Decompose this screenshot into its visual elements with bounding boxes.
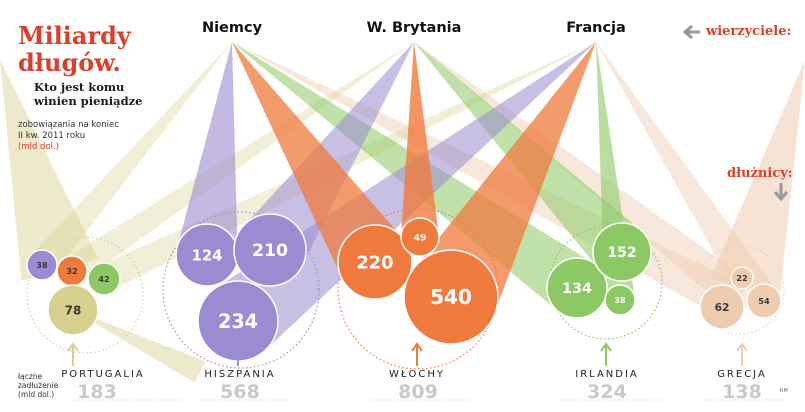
bubble-portugalia-3 bbox=[47, 284, 99, 336]
note-line-2: II kw. 2011 roku bbox=[18, 131, 86, 141]
debtor-arrows bbox=[67, 342, 785, 401]
debtor-total-wlochy: 809 bbox=[398, 381, 438, 403]
bubble-label-irlandia-2: 38 bbox=[614, 296, 626, 305]
debtor-total-irlandia: 324 bbox=[587, 381, 627, 403]
ring-irlandia bbox=[549, 226, 663, 340]
beam-left-portugalia bbox=[0, 60, 99, 281]
bubble-irlandia-2 bbox=[604, 284, 636, 316]
bubble-label-portugalia-0: 38 bbox=[36, 261, 48, 270]
debtor-name-portugalia: PORTUGALIA bbox=[61, 369, 145, 380]
creditor-w-brytania: W. Brytania bbox=[366, 20, 462, 36]
bubble-label-hiszpania-2: 234 bbox=[218, 310, 258, 333]
up-arrow-head-2 bbox=[411, 342, 423, 352]
debtor-total-hiszpania: 568 bbox=[220, 381, 260, 403]
bubble-hiszpania-1 bbox=[233, 213, 307, 287]
bubble-label-włochy-0: 220 bbox=[356, 252, 393, 273]
bubble-label-włochy-2: 540 bbox=[430, 285, 472, 309]
note-line-1: zobowiązania na koniec bbox=[18, 120, 119, 130]
beam-niemcy-wlochy bbox=[232, 42, 407, 283]
bubble-grecja-0 bbox=[730, 266, 754, 290]
total-label: łączne zadłużenie (mld dol.) bbox=[18, 372, 78, 399]
bubble-label-irlandia-1: 152 bbox=[608, 245, 637, 261]
down-arrow-icon-head bbox=[773, 191, 789, 202]
legend-arrows bbox=[682, 24, 789, 202]
up-arrow-head-4 bbox=[736, 342, 748, 352]
bubble-label-irlandia-0: 134 bbox=[562, 281, 592, 297]
legend-creditors: wierzyciele: bbox=[706, 24, 792, 39]
creditor-niemcy: Niemcy bbox=[201, 20, 263, 36]
bubble-portugalia-2 bbox=[87, 262, 121, 296]
note-unit: (mld dol.) bbox=[18, 142, 60, 152]
bubble-włochy-1 bbox=[400, 217, 440, 257]
bubble-włochy-0 bbox=[337, 224, 413, 300]
ring-grecja bbox=[695, 245, 785, 335]
ring-portugalia bbox=[26, 236, 144, 354]
bubble-grecja-2 bbox=[746, 283, 782, 319]
up-arrow-head-3 bbox=[600, 342, 612, 352]
bubble-label-włochy-1: 49 bbox=[414, 233, 427, 243]
debtor-name-irlandia: IRLANDIA bbox=[575, 369, 639, 380]
flow-beams bbox=[0, 42, 805, 383]
subtitle-line-2: winien pieniądze bbox=[34, 94, 143, 108]
bubble-grecja-1 bbox=[699, 284, 745, 330]
corner-mark: RM bbox=[780, 388, 788, 394]
debtor-total-portugalia: 183 bbox=[77, 381, 117, 403]
debtor-total-grecja: 138 bbox=[722, 381, 762, 403]
total-label-line-3: (mld dol.) bbox=[18, 390, 55, 399]
bubble-label-portugalia-3: 78 bbox=[65, 303, 82, 317]
bubble-irlandia-1 bbox=[592, 222, 652, 282]
up-arrow-head-1 bbox=[232, 342, 244, 352]
beam-right-grecja bbox=[710, 60, 805, 298]
bubble-portugalia-0 bbox=[26, 249, 58, 281]
title-line-2: długów. bbox=[18, 48, 121, 77]
debtor-name-grecja: GRECJA bbox=[717, 369, 767, 380]
bubble-label-portugalia-2: 42 bbox=[98, 275, 109, 284]
creditor-francja: Francja bbox=[566, 20, 626, 36]
debt-bubbles: 38 32 42 78 124 210 234 220 49 540 134 152 38 22 62 54 bbox=[26, 213, 782, 362]
bubble-włochy-2 bbox=[403, 249, 499, 345]
legend-debtors: dłużnicy: bbox=[727, 166, 793, 181]
beam-wbrytania-wlochy bbox=[401, 42, 439, 238]
total-label-line-1: łączne bbox=[18, 372, 43, 381]
bubble-label-grecja-0: 22 bbox=[736, 274, 747, 283]
beam-niemcy-portugalia bbox=[30, 42, 232, 275]
bubble-label-hiszpania-1: 210 bbox=[252, 241, 288, 261]
up-arrow-head-0 bbox=[67, 342, 79, 352]
unit-note: zobowiązania na koniec II kw. 2011 roku … bbox=[18, 120, 138, 153]
total-label-line-2: zadłużenie bbox=[18, 381, 59, 390]
beam-francja-grecja bbox=[596, 42, 776, 308]
beam-portugalia-bottom bbox=[73, 310, 206, 383]
bubble-irlandia-0 bbox=[546, 257, 608, 319]
ring-hiszpania bbox=[162, 211, 320, 369]
page-title: Miliardy długów. bbox=[18, 22, 131, 76]
left-arrow-icon-head bbox=[682, 24, 693, 40]
bubble-label-portugalia-1: 32 bbox=[66, 267, 77, 276]
title-line-1: Miliardy bbox=[18, 21, 131, 50]
subtitle: Kto jest komu winien pieniądze bbox=[34, 80, 144, 108]
beam-niemcy-hiszpania bbox=[176, 42, 238, 259]
subtitle-line-1: Kto jest komu bbox=[34, 80, 125, 94]
debtor-name-wlochy: WŁOCHY bbox=[389, 369, 445, 380]
debtor-name-hiszpania: HISZPANIA bbox=[204, 369, 276, 380]
bubble-label-grecja-2: 54 bbox=[758, 296, 770, 306]
bubble-label-hiszpania-0: 124 bbox=[191, 246, 222, 264]
bubble-label-grecja-1: 62 bbox=[715, 302, 730, 314]
